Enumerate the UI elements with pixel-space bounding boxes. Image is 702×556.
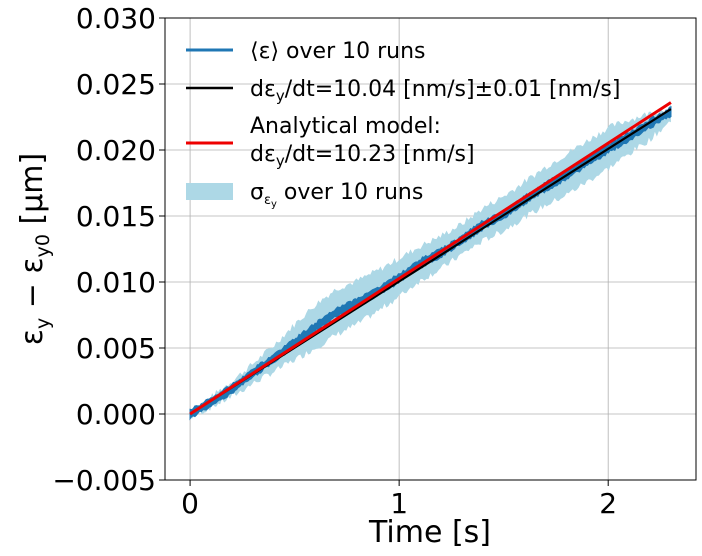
legend-item-sigma: σεy over 10 runs [186, 180, 423, 210]
y-tick-label-5: 0.020 [76, 134, 156, 167]
y-tick-label-0: −0.005 [52, 464, 156, 497]
legend-swatch-sigma [186, 183, 233, 200]
legend-label-analytical-line1: Analytical model: [250, 114, 441, 139]
plot-frame [164, 17, 697, 481]
legend-label-fit: dεy/dt=10.04 [nm/s]±0.01 [nm/s] [250, 77, 620, 105]
legend-item-fit: dεy/dt=10.04 [nm/s]±0.01 [nm/s] [186, 77, 620, 105]
legend: ⟨ε⟩ over 10 runs dεy/dt=10.04 [nm/s]±0.0… [186, 39, 620, 210]
svg-text:εy − εy0 [μm]: εy − εy0 [μm] [15, 153, 54, 346]
legend-label-mean: ⟨ε⟩ over 10 runs [250, 39, 425, 64]
legend-item-mean: ⟨ε⟩ over 10 runs [186, 39, 425, 64]
y-tick-label-3: 0.010 [76, 266, 156, 299]
legend-label-analytical-line2: dεy/dt=10.23 [nm/s] [250, 142, 475, 170]
y-tick-label-4: 0.015 [76, 200, 156, 233]
x-axis-label: Time [s] [368, 515, 491, 550]
x-tick-label-0: 0 [181, 487, 199, 520]
x-tick-label-2: 2 [599, 487, 617, 520]
y-tick-label-2: 0.005 [76, 332, 156, 365]
analytical-line [189, 101, 672, 416]
legend-label-sigma: σεy over 10 runs [250, 180, 423, 210]
y-tick-label-6: 0.025 [76, 68, 156, 101]
y-tick-label-1: 0.000 [76, 398, 156, 431]
x-tick-label-1: 1 [390, 487, 408, 520]
axis-ticks: 0 1 2 −0.005 0.000 0.005 0.010 0.015 0.020 0.025 0… [52, 2, 617, 520]
y-axis-label: εy − εy0 [μm] [15, 153, 54, 346]
legend-item-analytical: Analytical model: dεy/dt=10.23 [nm/s] [186, 114, 475, 170]
y-tick-label-7: 0.030 [76, 2, 156, 35]
plot-area [189, 101, 672, 421]
